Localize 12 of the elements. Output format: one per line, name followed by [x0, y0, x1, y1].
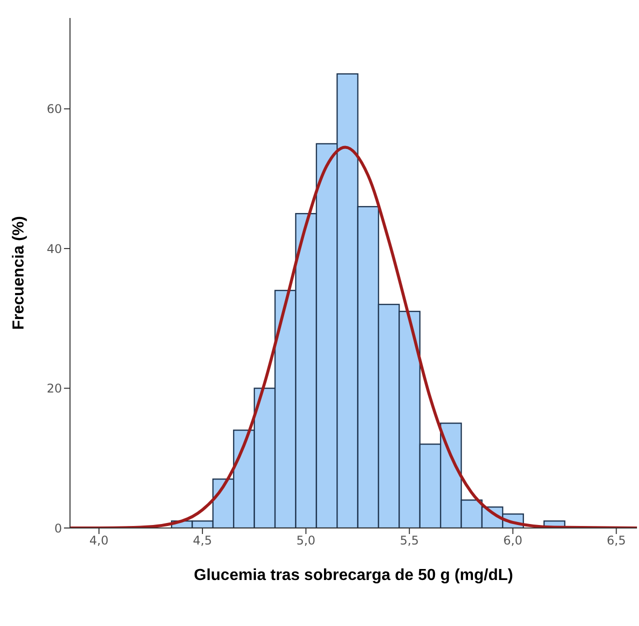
y-axis-title: Frecuencia (%): [10, 216, 28, 330]
x-tick-label: 5,5: [400, 534, 419, 548]
x-axis-title: Glucemia tras sobrecarga de 50 g (mg/dL): [194, 567, 514, 584]
x-tick-label: 5,0: [296, 534, 316, 548]
x-tick-label: 6,5: [606, 534, 626, 548]
y-tick-label: 20: [46, 382, 62, 396]
x-tick-label: 4,5: [192, 534, 212, 548]
x-tick-label: 6,0: [503, 534, 522, 548]
y-tick-label: 60: [46, 102, 62, 116]
x-tick-label: 4,0: [89, 534, 109, 548]
y-tick-label: 0: [54, 521, 62, 536]
y-tick-label: 40: [46, 242, 62, 256]
